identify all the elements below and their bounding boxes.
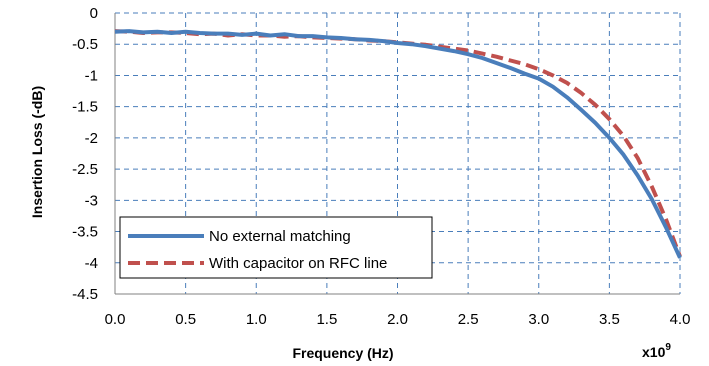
x-tick-label: 2.0	[387, 311, 408, 328]
y-tick-label: -4	[85, 255, 98, 272]
x-tick-label: 4.0	[670, 311, 691, 328]
x-tick-label: 1.0	[246, 311, 267, 328]
legend-label-with-capacitor: With capacitor on RFC line	[209, 255, 387, 272]
x-tick-label: 3.5	[599, 311, 620, 328]
y-axis-title: Insertion Loss (-dB)	[29, 86, 45, 218]
series-line-no-external-matching	[114, 29, 682, 259]
y-tick-label: -2.5	[72, 161, 98, 178]
series-group	[114, 29, 682, 259]
y-tick-label: -0.5	[72, 36, 98, 53]
legend-box	[119, 216, 433, 279]
legend: No external matching With capacitor on R…	[119, 216, 433, 279]
x-tick-label: 3.0	[528, 311, 549, 328]
y-tick-label: 0	[90, 5, 98, 22]
y-tick-label: -2	[85, 130, 98, 147]
y-tick-label: -3.5	[72, 224, 98, 241]
x-tick-label: 0.0	[105, 311, 126, 328]
x-tick-label: 2.5	[458, 311, 479, 328]
x-tick-label: 1.5	[316, 311, 337, 328]
y-tick-label: -3	[85, 192, 98, 209]
y-tick-label: -1.5	[72, 99, 98, 116]
axes	[114, 13, 680, 295]
legend-label-no-external-matching: No external matching	[209, 228, 351, 245]
x-axis-multiplier: x109	[642, 342, 671, 360]
y-tick-label: -1	[85, 67, 98, 84]
tick-labels: 0.0 0.5 1.0 1.5 2.0 2.5 3.0 3.5 4.0 0 -0.5 -1 -1.5 -2…	[72, 5, 690, 328]
x-tick-label: 0.5	[175, 311, 196, 328]
y-tick-label: -4.5	[72, 286, 98, 303]
x-axis-title: Frequency (Hz)	[292, 345, 393, 361]
